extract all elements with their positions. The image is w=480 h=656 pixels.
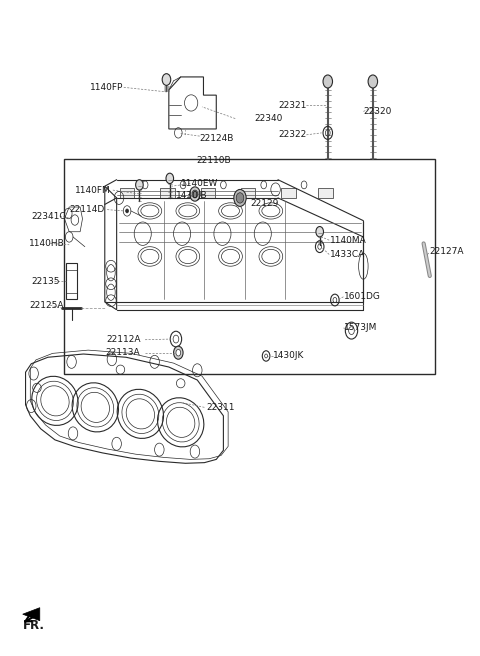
Text: 1430JB: 1430JB xyxy=(176,192,207,201)
Text: FR.: FR. xyxy=(23,619,45,632)
Bar xyxy=(64,159,434,373)
Text: 22124B: 22124B xyxy=(200,134,234,142)
Bar xyxy=(160,188,175,198)
Text: 1433CA: 1433CA xyxy=(330,250,365,259)
Circle shape xyxy=(176,350,180,356)
Circle shape xyxy=(236,193,244,203)
Text: 22321: 22321 xyxy=(278,101,306,110)
Circle shape xyxy=(316,226,324,237)
Circle shape xyxy=(323,75,333,88)
Circle shape xyxy=(162,73,171,85)
Text: 22135: 22135 xyxy=(31,277,60,285)
Circle shape xyxy=(136,180,143,190)
Text: 1140FP: 1140FP xyxy=(90,83,124,92)
Text: 1601DG: 1601DG xyxy=(344,293,381,301)
Text: 1573JM: 1573JM xyxy=(344,323,378,333)
Circle shape xyxy=(174,346,183,359)
Circle shape xyxy=(166,173,174,184)
Circle shape xyxy=(368,75,378,88)
Text: 1140MA: 1140MA xyxy=(330,236,367,245)
Text: 1140HB: 1140HB xyxy=(29,239,65,248)
Text: 1430JK: 1430JK xyxy=(273,352,305,360)
Text: 22341C: 22341C xyxy=(31,212,66,220)
Text: 22340: 22340 xyxy=(254,114,283,123)
Text: 22311: 22311 xyxy=(207,403,235,412)
Bar xyxy=(201,188,215,198)
Circle shape xyxy=(261,181,266,189)
Text: 1140FM: 1140FM xyxy=(75,186,111,195)
Circle shape xyxy=(301,181,307,189)
Polygon shape xyxy=(23,607,40,621)
Bar xyxy=(281,188,296,198)
Circle shape xyxy=(234,190,246,207)
Circle shape xyxy=(126,209,129,213)
Bar xyxy=(66,263,77,299)
Text: 22114D: 22114D xyxy=(70,205,105,214)
Circle shape xyxy=(220,181,226,189)
Text: 22110B: 22110B xyxy=(197,155,231,165)
Bar xyxy=(120,188,134,198)
Circle shape xyxy=(192,190,198,198)
Text: 22125A: 22125A xyxy=(29,300,63,310)
Circle shape xyxy=(180,181,186,189)
Text: 22113A: 22113A xyxy=(106,348,140,358)
Text: 22320: 22320 xyxy=(363,107,392,116)
Text: 22127A: 22127A xyxy=(430,247,464,256)
Circle shape xyxy=(142,181,148,189)
Circle shape xyxy=(190,187,200,201)
Text: 22129: 22129 xyxy=(251,199,279,207)
Bar xyxy=(241,188,255,198)
Text: 1140EW: 1140EW xyxy=(180,179,218,188)
Bar xyxy=(318,188,333,198)
Text: 22112A: 22112A xyxy=(106,335,140,344)
Text: 22322: 22322 xyxy=(278,131,306,139)
